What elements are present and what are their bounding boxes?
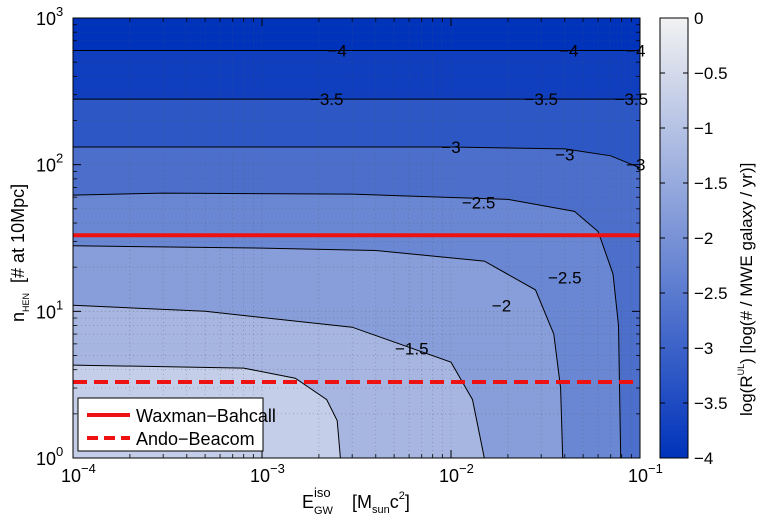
x-label-base: E <box>302 492 314 512</box>
colorbar-tick-label: −1.5 <box>694 174 728 193</box>
colorbar-label-sup: UL <box>736 364 746 376</box>
axis-ticks: 10−4 10−3 10−2 10−1 100 101 102 103 <box>36 4 663 486</box>
x-tick-label: 10−2 <box>439 461 474 486</box>
contour-label: −3 <box>441 138 460 157</box>
colorbar-tick-label: −2.5 <box>694 284 728 303</box>
contour-label: −3.5 <box>524 90 558 109</box>
contour-label: −2.5 <box>548 269 582 288</box>
contour-label: −2.5 <box>462 194 496 213</box>
x-label-unit-mid: c <box>390 492 399 512</box>
contour-label: −3 <box>555 146 574 165</box>
y-tick-label: 100 <box>36 444 63 469</box>
colorbar-tick-label: −0.5 <box>694 64 728 83</box>
contour-label: −3.5 <box>615 90 649 109</box>
x-label-unit-open: [M <box>352 492 372 512</box>
colorbar-ticks: 0 −0.5 −1 −1.5 −2 −2.5 −3 −3.5 −4 <box>660 9 728 468</box>
colorbar-label-pre: log(R <box>737 375 756 416</box>
contour-fills <box>73 50 640 458</box>
legend: Waxman−Bahcall Ando−Beacom <box>77 397 276 452</box>
contour-label: −1.5 <box>395 339 429 358</box>
y-axis-label: nHEN [# at 10Mpc] <box>8 184 31 322</box>
contour-label: −4 <box>328 42 347 61</box>
colorbar-tick-label: 0 <box>694 9 703 28</box>
x-tick-label: 10−3 <box>250 461 285 486</box>
grid-lines <box>73 18 640 458</box>
contour-label: −4 <box>626 42 645 61</box>
legend-box <box>77 397 264 452</box>
reference-lines <box>73 233 640 384</box>
y-label-base: n <box>8 312 28 322</box>
contour-lines <box>73 50 640 458</box>
contour-line <box>73 364 341 458</box>
colorbar-tick-label: −4 <box>694 449 713 468</box>
contour-line <box>73 146 640 169</box>
colorbar-label: log(RUL) [log(# / MWE galaxy / yr)] <box>736 163 756 416</box>
y-label-rest: [# at 10Mpc] <box>8 184 28 283</box>
colorbar: 0 −0.5 −1 −1.5 −2 −2.5 −3 −3.5 −4 log(RUL) [log(… <box>659 9 756 468</box>
contour-line <box>73 245 564 458</box>
colorbar-tick-label: −2 <box>694 229 713 248</box>
plot-frame <box>72 17 641 459</box>
colorbar-label-post: ) [log(# / MWE galaxy / yr)] <box>737 163 756 364</box>
x-label-sup: iso <box>314 485 331 500</box>
x-axis-label: Eiso GW [Msunc2] <box>302 485 410 517</box>
contour-label: −2 <box>492 296 511 315</box>
x-label-sub: GW <box>314 505 334 517</box>
y-label-sub: HEN <box>21 293 31 312</box>
colorbar-tick-label: −1 <box>694 119 713 138</box>
x-tick-label: 10−4 <box>61 461 96 486</box>
contour-label: −4 <box>559 42 578 61</box>
contour-line <box>73 304 485 458</box>
legend-label-waxman-bahcall: Waxman−Bahcall <box>136 406 276 426</box>
colorbar-tick-label: −3 <box>694 339 713 358</box>
y-tick-label: 101 <box>36 297 63 322</box>
legend-label-ando-beacom: Ando−Beacom <box>136 429 255 449</box>
y-tick-label: 103 <box>36 4 63 29</box>
x-tick-label: 10−1 <box>628 461 663 486</box>
y-tick-label: 102 <box>36 151 63 176</box>
colorbar-tick-label: −3.5 <box>694 394 728 413</box>
x-label-unit-sub: sun <box>372 504 390 516</box>
x-label-unit-close: ] <box>405 492 410 512</box>
contour-label: −3.5 <box>310 90 344 109</box>
x-label-unit-sup: 2 <box>399 490 405 502</box>
contour-labels: −4 −4 −4−3.5 −3.5 −3.5−3 −3−3−2.5−2.5−2−1.5 <box>310 42 648 359</box>
contour-line <box>73 192 622 458</box>
